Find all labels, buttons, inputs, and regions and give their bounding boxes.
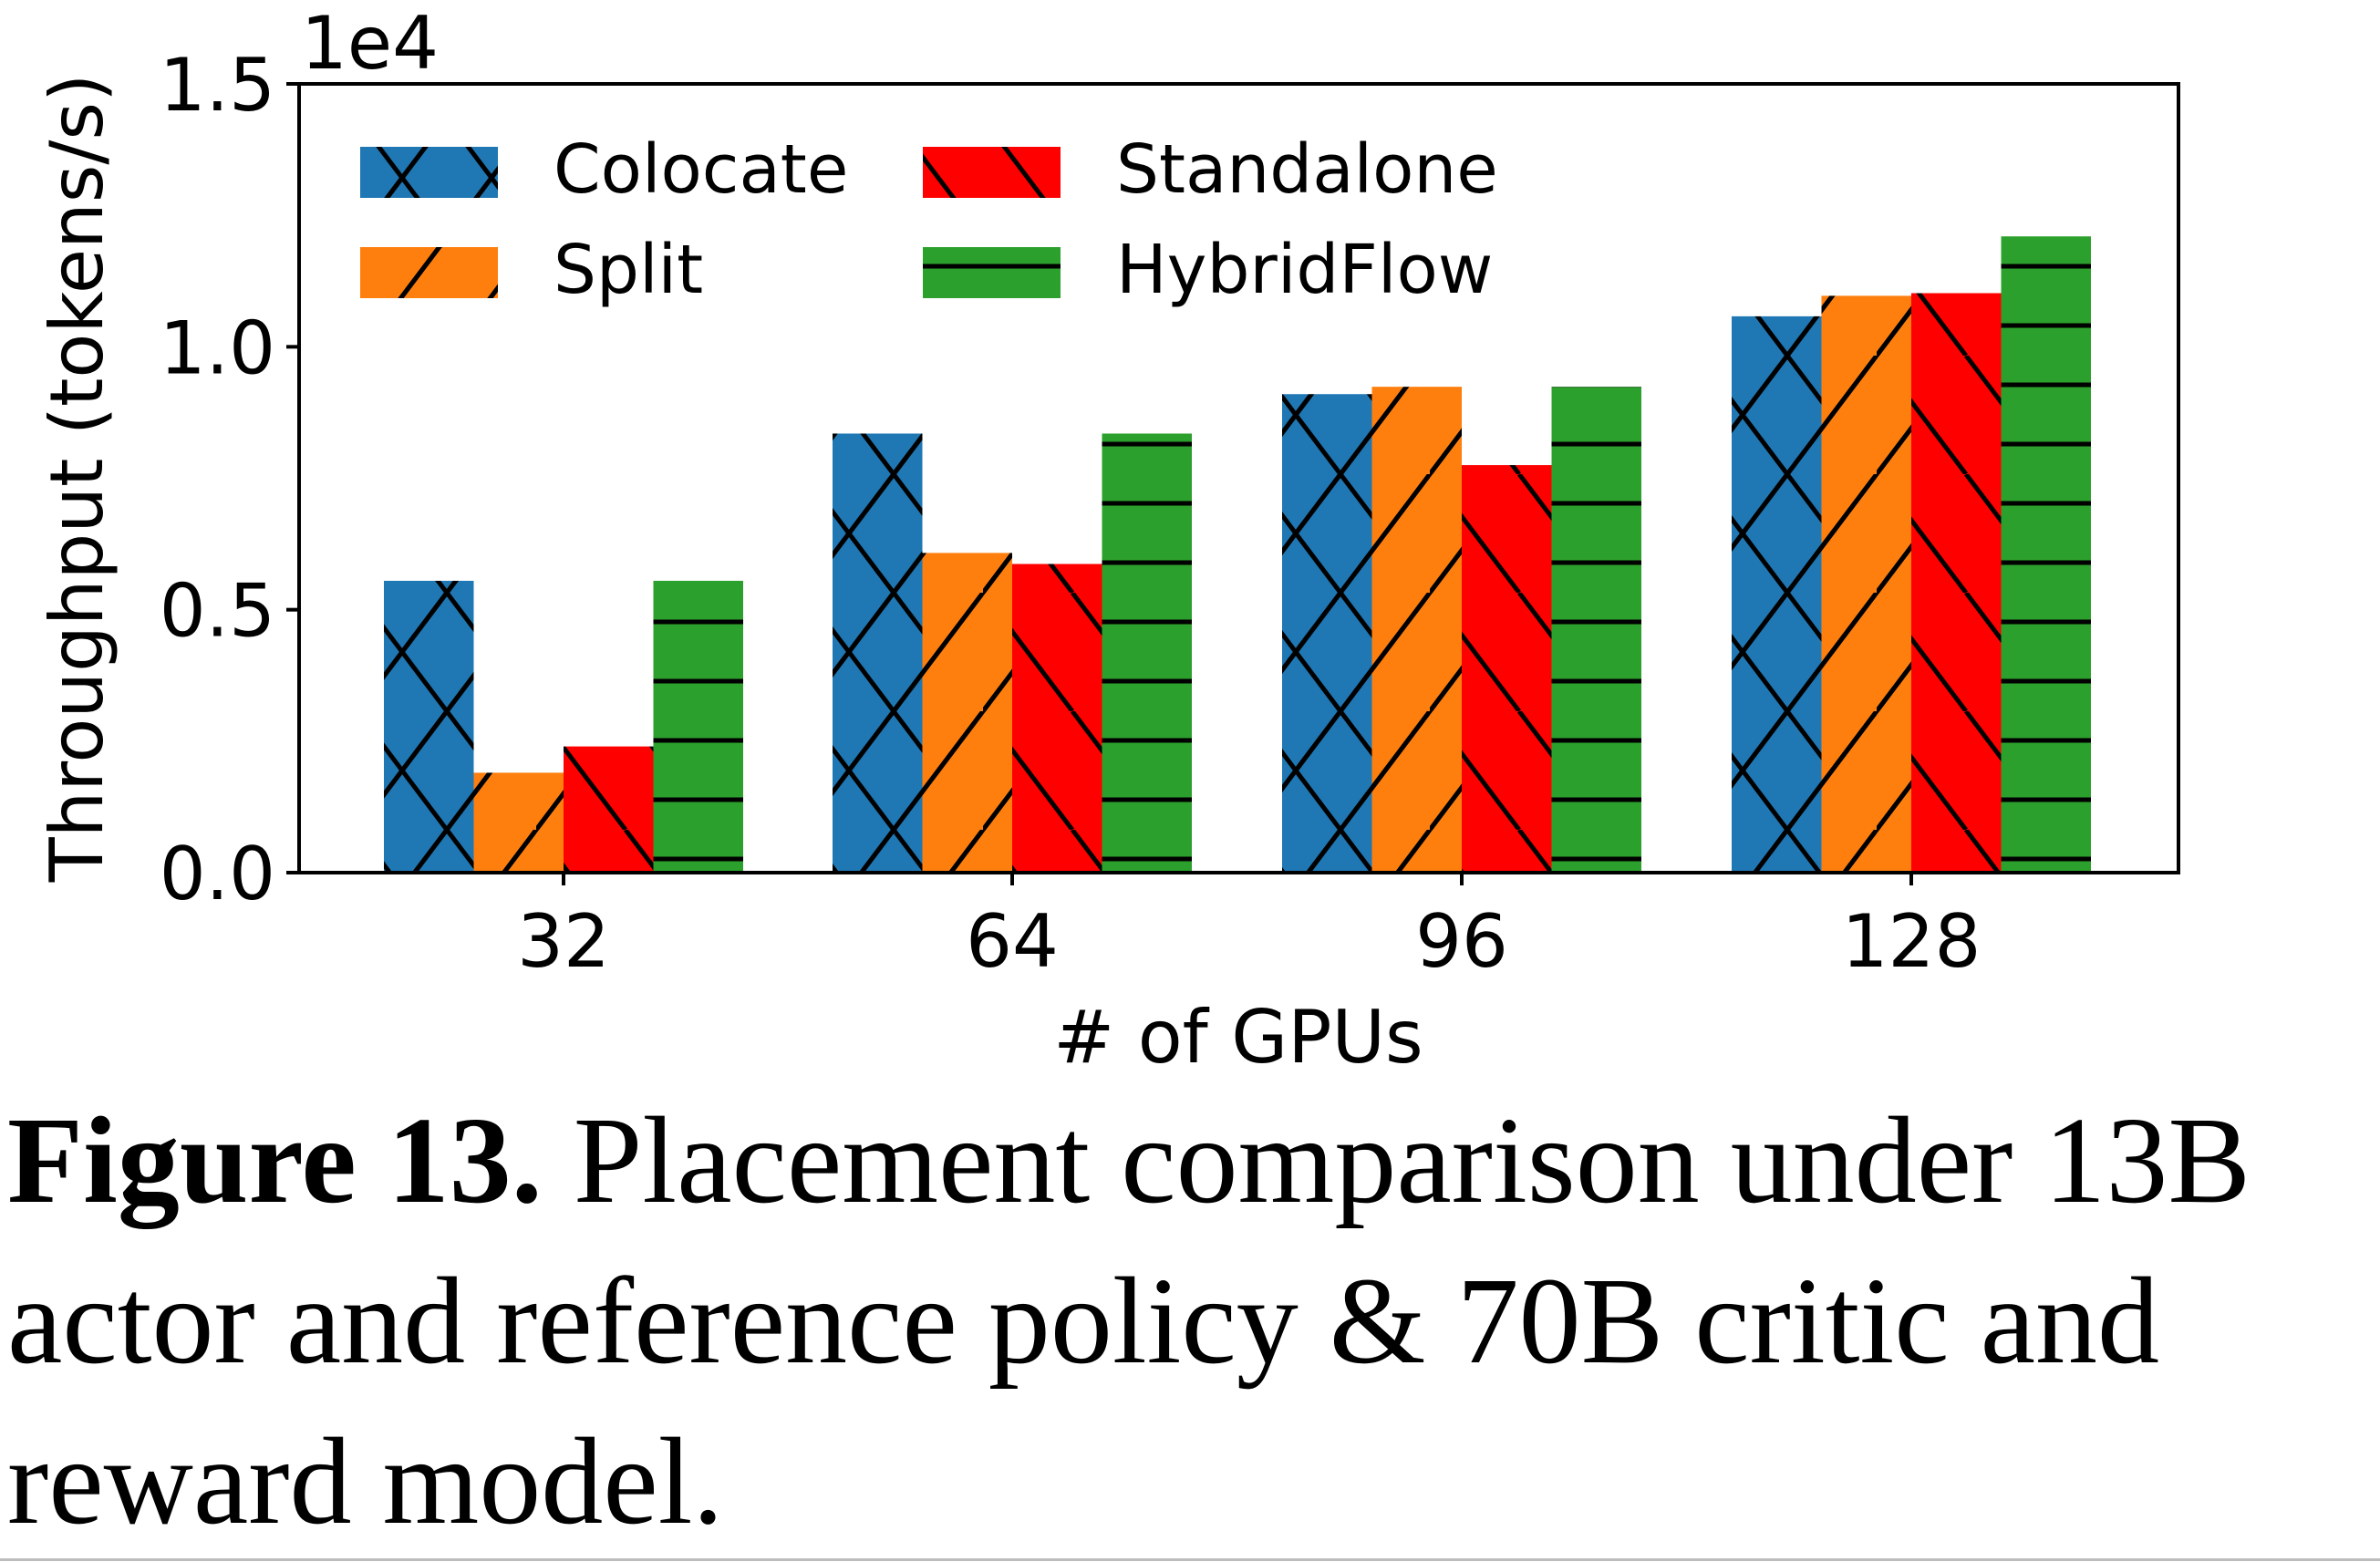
y-tick-label: 1.0: [160, 305, 275, 390]
caption-text: Placement comparison under 13B actor and…: [7, 1092, 2251, 1550]
legend-item-standalone: Standalone: [923, 130, 1498, 209]
x-tick-label: 128: [1842, 899, 1982, 984]
y-scale-label: 1e4: [301, 1, 439, 86]
legend: Colocate Split Standalone HybridFlow: [360, 130, 1498, 309]
y-tick-label: 1.5: [160, 43, 275, 128]
bars-layer: [384, 236, 2091, 874]
y-axis: 0.0 0.5 1.0 1.5: [160, 43, 299, 916]
bar-standalone-32: [564, 746, 654, 873]
legend-swatch: [360, 247, 498, 298]
x-axis: 32 64 96 128: [517, 873, 1981, 984]
legend-item-hybridflow: HybridFlow: [923, 231, 1493, 309]
bar-standalone-128: [1911, 293, 2002, 874]
legend-item-split: Split: [360, 231, 703, 309]
y-tick-label: 0.5: [160, 569, 275, 654]
page-border: [0, 1558, 2380, 1561]
x-axis-label: # of GPUs: [1053, 995, 1423, 1080]
bar-hybridflow-96: [1551, 387, 1641, 873]
legend-label: Split: [554, 231, 703, 309]
bar-colocate-96: [1282, 394, 1372, 873]
bar-hybridflow-32: [653, 580, 743, 873]
bar-chart: 0.0 0.5 1.0 1.5 32 64 96 128 1e4 Throughput (t…: [35, 1, 2180, 1080]
plot-frame: [297, 82, 2180, 874]
legend-label: Colocate: [554, 130, 848, 209]
bar-colocate-128: [1732, 316, 1822, 873]
bar-split-128: [1821, 295, 1911, 873]
legend-swatch: [923, 147, 1061, 198]
bar-split-64: [922, 553, 1012, 873]
legend-item-colocate: Colocate: [360, 130, 848, 209]
legend-swatch: [923, 247, 1061, 298]
bar-colocate-64: [833, 433, 923, 873]
x-tick-label: 64: [966, 899, 1059, 984]
caption-label: Figure 13.: [7, 1092, 543, 1229]
bar-hybridflow-64: [1102, 433, 1192, 873]
bar-split-32: [473, 772, 564, 873]
legend-label: HybridFlow: [1116, 231, 1493, 309]
bar-split-96: [1371, 387, 1462, 873]
bar-standalone-64: [1012, 564, 1102, 873]
legend-swatch: [360, 147, 498, 198]
bar-hybridflow-128: [2001, 236, 2091, 873]
bar-colocate-32: [384, 580, 474, 873]
figure-caption: Figure 13. Placement comparison under 13…: [7, 1081, 2378, 1562]
x-tick-label: 96: [1415, 899, 1508, 984]
legend-label: Standalone: [1116, 130, 1498, 209]
y-tick-label: 0.0: [160, 832, 275, 916]
y-axis-label: Throughput (tokens/s): [35, 74, 119, 884]
x-tick-label: 32: [517, 899, 610, 984]
bar-standalone-96: [1462, 465, 1552, 873]
